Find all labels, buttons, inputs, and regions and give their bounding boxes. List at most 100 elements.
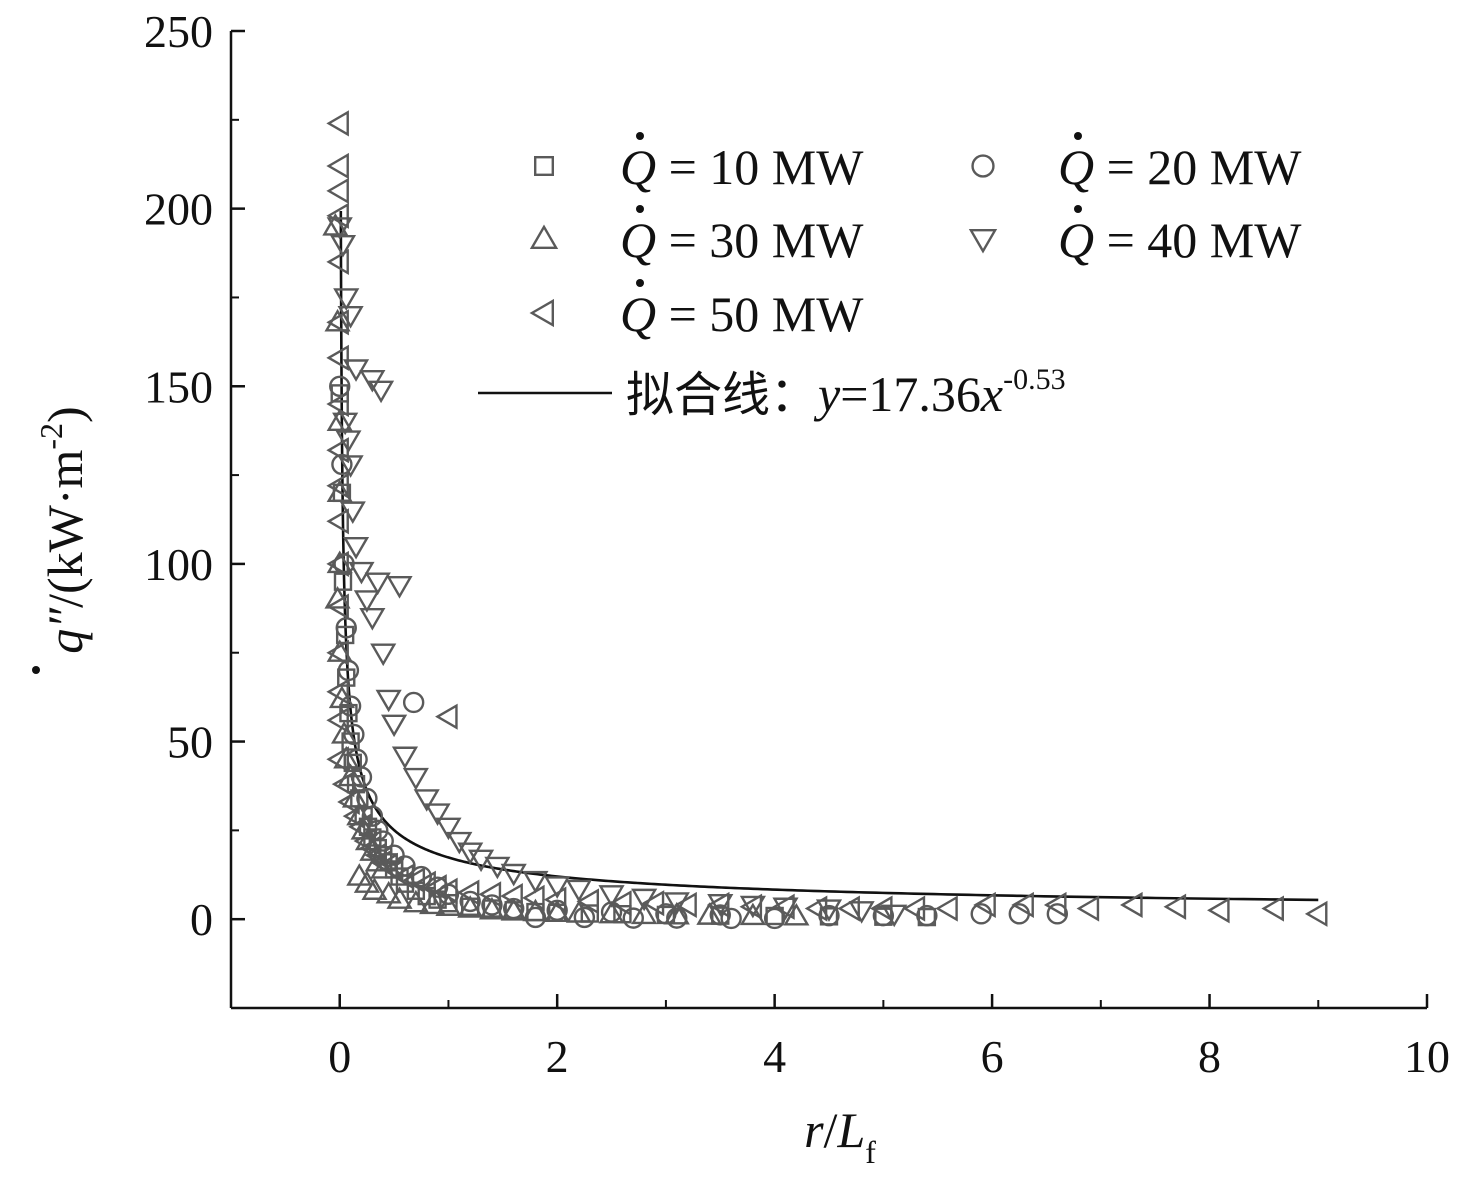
data-point-triangle-left [641,890,665,917]
legend-entry-4: Q = 40 MW [968,205,1302,268]
data-point-circle [481,894,503,916]
data-point-triangle-left [326,550,349,577]
legend-fit-label: 拟合线：y=17.36x-0.53 [626,363,1066,423]
series-4-markers [326,217,908,928]
data-point-triangle-left [837,895,860,922]
y-ticks: 0 50 100 150 200 250 [144,6,245,1009]
data-point-triangle-left [478,881,502,908]
data-point-triangle-up [337,763,364,787]
data-point-triangle-down [370,643,397,667]
data-point-circle [666,907,688,929]
data-point-triangle-up [598,900,625,924]
y-tick-label: 0 [190,894,213,945]
data-point-triangle-up [544,899,571,922]
data-point-triangle-up [386,886,413,909]
data-point-triangle-down [413,789,440,812]
legend-label: Q = 50 MW [620,286,864,342]
data-point-triangle-down [424,803,451,826]
data-point-circle [335,617,357,639]
data-point-triangle-down [598,885,625,908]
data-point-triangle-up [326,479,353,503]
data-point-triangle-up [326,408,353,431]
legend-entry-3: Q = 30 MW [529,205,864,268]
data-point-triangle-up [500,897,527,921]
data-point-triangle-up [565,900,593,923]
data-point-triangle-left [342,803,366,830]
data-point-triangle-up [478,896,506,920]
data-point-triangle-up [696,902,723,925]
data-point-triangle-up [361,877,388,900]
plot-area [322,110,1328,930]
series-2-markers [329,375,1069,930]
data-point-triangle-down [544,876,571,899]
data-point-triangle-left [337,788,360,816]
data-point-circle [402,691,425,714]
legend-dot-accent [1074,132,1082,140]
data-point-triangle-up [631,901,658,925]
x-axis-title: r/Lf [804,1102,876,1170]
data-point-circle [622,907,644,929]
data-point-triangle-down [391,746,419,770]
data-point-triangle-left [326,177,349,204]
data-point-triangle-left [706,891,730,919]
data-point-triangle-down [353,590,380,613]
legend-marker-triangle-up [529,224,559,250]
data-point-triangle-left [380,856,404,883]
data-point-triangle-down [359,608,386,631]
legend-marker-triangle-left [529,298,554,328]
data-point-triangle-left [1043,891,1067,919]
data-point-triangle-down [329,234,357,258]
legend-entry-fit: 拟合线：y=17.36x-0.53 [478,363,1066,423]
data-point-triangle-left [326,309,349,336]
data-point-triangle-down [402,767,429,791]
data-point-triangle-left [522,884,545,911]
series-1-markers [330,384,937,927]
x-tick-label: 0 [328,1031,351,1082]
data-point-triangle-left [935,895,958,922]
data-point-triangle-left [348,813,371,840]
legend-entry-1: Q = 10 MW [534,132,864,195]
data-point-circle [331,453,353,476]
y-tick-label: 150 [144,361,213,412]
data-point-triangle-left [326,390,349,418]
series-5-markers [326,110,1328,927]
data-point-triangle-left [609,890,632,917]
axes: 0 2 4 6 8 10 0 50 100 150 200 250 [144,6,1450,1082]
data-point-triangle-down [337,455,364,478]
y-tick-label: 100 [144,539,213,590]
x-tick-label: 6 [981,1031,1004,1082]
legend-marker-square [534,155,555,176]
data-point-triangle-down [375,689,402,713]
data-point-triangle-down [739,895,766,919]
legend-entry-2: Q = 20 MW [971,132,1302,195]
data-point-triangle-up [375,880,402,904]
data-point-triangle-down [848,901,875,924]
data-point-triangle-up [326,550,353,574]
data-point-triangle-left [326,593,349,620]
legend-dot-accent [1074,205,1082,213]
data-point-triangle-up [522,898,549,922]
data-point-triangle-left [1076,895,1100,922]
data-point-triangle-left [326,344,349,371]
y-tick-label: 200 [144,184,213,235]
data-point-triangle-up [322,213,349,236]
data-point-triangle-left [435,877,458,904]
data-point-triangle-down [342,536,370,560]
data-point-circle [459,890,481,913]
legend-label: Q = 30 MW [620,212,864,268]
legend: Q = 10 MW Q = 20 MW Q = 30 MW Q = 40 MW Q = … [478,132,1302,423]
data-point-triangle-left [326,437,349,464]
data-point-triangle-left [326,639,349,666]
x-tick-label: 4 [763,1031,786,1082]
data-point-triangle-down [364,572,391,596]
legend-dot-accent [636,132,644,140]
data-point-triangle-left [902,895,926,922]
legend-dot-accent [636,279,644,287]
data-point-triangle-left [500,883,523,910]
data-point-triangle-left [326,202,349,229]
data-point-triangle-up [663,901,690,925]
y-tick-label: 50 [167,717,213,768]
data-point-triangle-left [973,891,996,919]
data-point-triangle-left [326,707,349,734]
data-point-triangle-left [331,771,355,798]
